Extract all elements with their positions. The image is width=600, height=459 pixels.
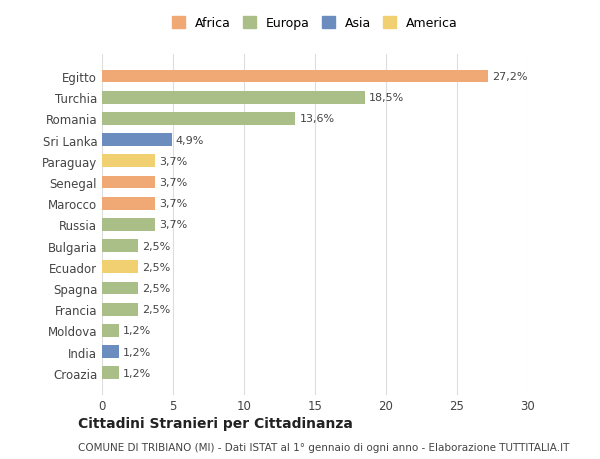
- Bar: [102, 71, 488, 83]
- Text: 3,7%: 3,7%: [159, 157, 187, 167]
- Bar: [102, 134, 172, 147]
- Text: 1,2%: 1,2%: [124, 347, 152, 357]
- Text: 2,5%: 2,5%: [142, 241, 170, 251]
- Text: 3,7%: 3,7%: [159, 220, 187, 230]
- Bar: [102, 303, 137, 316]
- Text: 3,7%: 3,7%: [159, 199, 187, 209]
- Text: 1,2%: 1,2%: [124, 326, 152, 336]
- Text: 2,5%: 2,5%: [142, 262, 170, 272]
- Bar: [102, 155, 155, 168]
- Bar: [102, 197, 155, 210]
- Bar: [102, 218, 155, 231]
- Text: 4,9%: 4,9%: [176, 135, 204, 146]
- Bar: [102, 176, 155, 189]
- Bar: [102, 367, 119, 379]
- Bar: [102, 261, 137, 274]
- Legend: Africa, Europa, Asia, America: Africa, Europa, Asia, America: [172, 17, 458, 30]
- Text: 13,6%: 13,6%: [299, 114, 335, 124]
- Bar: [102, 325, 119, 337]
- Bar: [102, 346, 119, 358]
- Bar: [102, 92, 365, 104]
- Bar: [102, 113, 295, 125]
- Text: 2,5%: 2,5%: [142, 283, 170, 293]
- Text: COMUNE DI TRIBIANO (MI) - Dati ISTAT al 1° gennaio di ogni anno - Elaborazione T: COMUNE DI TRIBIANO (MI) - Dati ISTAT al …: [78, 442, 569, 452]
- Text: 3,7%: 3,7%: [159, 178, 187, 188]
- Text: 2,5%: 2,5%: [142, 304, 170, 314]
- Bar: [102, 240, 137, 252]
- Text: 18,5%: 18,5%: [369, 93, 404, 103]
- Text: 27,2%: 27,2%: [493, 72, 528, 82]
- Bar: [102, 282, 137, 295]
- Text: Cittadini Stranieri per Cittadinanza: Cittadini Stranieri per Cittadinanza: [78, 416, 353, 430]
- Text: 1,2%: 1,2%: [124, 368, 152, 378]
